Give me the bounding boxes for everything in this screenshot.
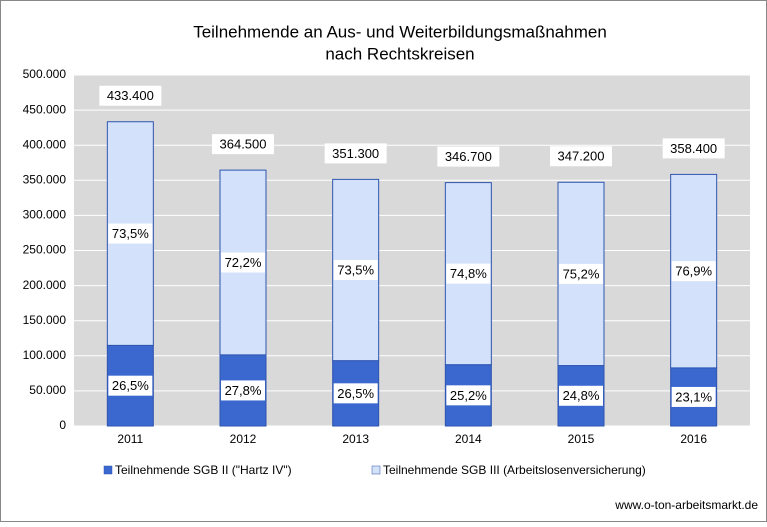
share-label: 75,2% <box>563 266 600 281</box>
share-label-box <box>559 385 603 406</box>
share-label-box <box>446 263 491 284</box>
legend-label: Teilnehmende SGB II ("Hartz IV") <box>115 463 292 477</box>
share-label-box <box>108 223 153 244</box>
share-label: 73,5% <box>337 262 374 277</box>
chart-title: nach Rechtskreisen <box>325 44 474 63</box>
source: www.o-ton-arbeitsmarkt.de <box>614 498 758 512</box>
y-tick-label: 250.000 <box>23 243 67 257</box>
chart-title: Teilnehmende an Aus- und Weiterbildungsm… <box>193 22 607 41</box>
share-label: 26,5% <box>337 386 374 401</box>
x-tick-label: 2014 <box>455 432 482 446</box>
total-label-box <box>437 146 500 167</box>
total-label: 364.500 <box>220 137 267 152</box>
total-label-box <box>662 138 725 159</box>
share-label-box <box>333 383 378 404</box>
legend-swatch <box>371 465 381 475</box>
share-label-box <box>221 380 265 401</box>
y-tick-label: 100.000 <box>23 348 67 362</box>
y-tick-label: 400.000 <box>23 137 67 151</box>
y-tick-label: 500.000 <box>23 67 67 81</box>
share-label-box <box>671 261 716 282</box>
y-tick-label: 0 <box>59 418 66 432</box>
share-label-box <box>108 375 153 396</box>
share-label: 73,5% <box>112 226 149 241</box>
y-tick-label: 350.000 <box>23 172 67 186</box>
total-label-box <box>324 143 387 164</box>
share-label: 25,2% <box>450 388 487 403</box>
x-tick-label: 2015 <box>568 432 595 446</box>
share-label-box <box>446 385 491 406</box>
share-label-box <box>221 252 265 273</box>
x-tick-label: 2016 <box>680 432 707 446</box>
share-label: 72,2% <box>225 255 262 270</box>
y-tick-label: 50.000 <box>29 383 66 397</box>
share-label: 74,8% <box>450 266 487 281</box>
total-label: 346.700 <box>445 149 492 164</box>
share-label: 24,8% <box>563 388 600 403</box>
total-label-box <box>99 85 162 106</box>
total-label: 347.200 <box>558 149 605 164</box>
y-tick-label: 300.000 <box>23 208 67 222</box>
share-label: 76,9% <box>675 264 712 279</box>
total-label: 358.400 <box>670 141 717 156</box>
share-label: 23,1% <box>675 389 712 404</box>
y-tick-label: 200.000 <box>23 278 67 292</box>
legend-label: Teilnehmende SGB III (Arbeitslosenversic… <box>383 463 646 477</box>
share-label: 27,8% <box>225 383 262 398</box>
y-tick-label: 450.000 <box>23 102 67 116</box>
x-tick-label: 2013 <box>342 432 369 446</box>
x-tick-label: 2011 <box>117 432 143 446</box>
x-tick-label: 2012 <box>230 432 257 446</box>
legend-swatch <box>103 465 113 475</box>
share-label: 26,5% <box>112 378 149 393</box>
total-label-box <box>212 134 274 155</box>
total-label: 433.400 <box>107 88 154 103</box>
share-label-box <box>671 386 716 407</box>
y-tick-label: 150.000 <box>23 313 67 327</box>
total-label: 351.300 <box>332 146 379 161</box>
share-label-box <box>559 263 603 284</box>
share-label-box <box>333 260 378 281</box>
total-label-box <box>550 146 612 167</box>
